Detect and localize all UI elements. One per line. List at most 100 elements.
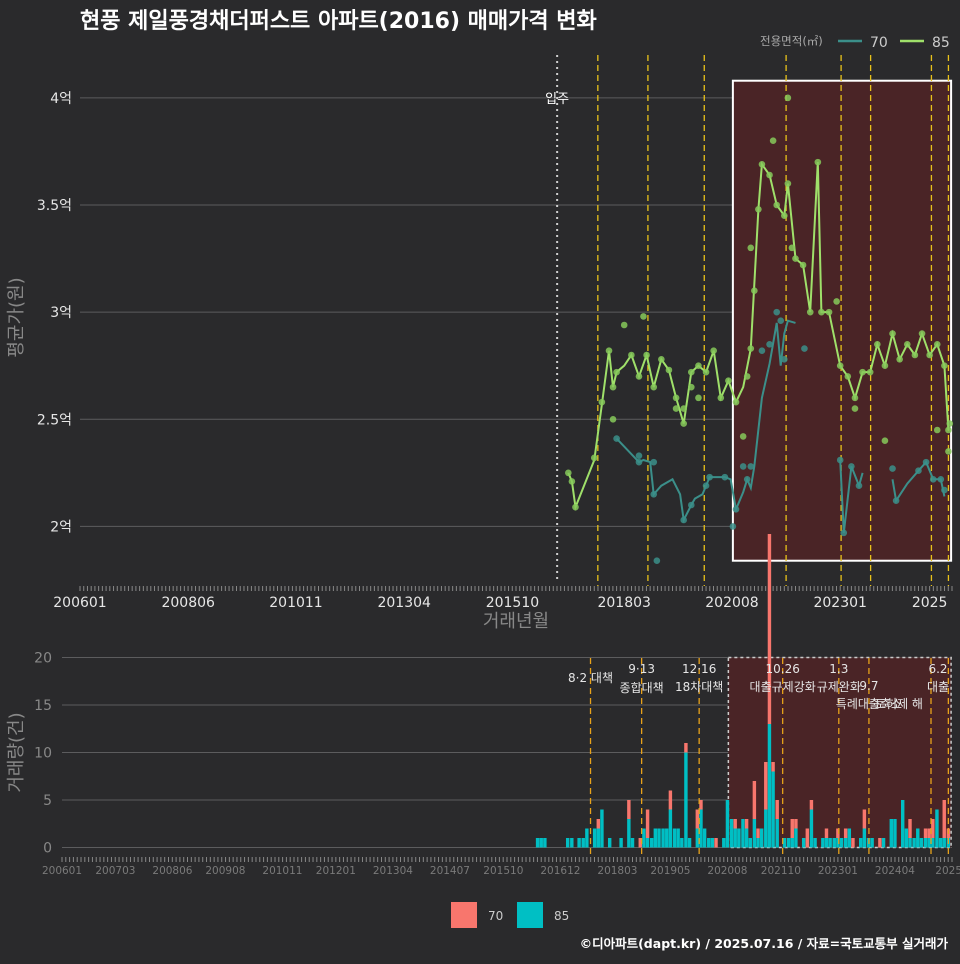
volume-bar-70	[752, 781, 757, 819]
volume-bar-85	[786, 838, 791, 848]
volume-bar-85	[585, 828, 589, 848]
volume-y-tick-label: 5	[43, 793, 52, 809]
series-70-point	[687, 501, 695, 509]
volume-bar-85	[756, 838, 760, 848]
series-70-point	[702, 482, 710, 490]
volume-bar-85	[535, 838, 540, 848]
volume-bar-85	[938, 838, 943, 848]
volume-bar-70	[684, 743, 688, 753]
price-x-tick-label: 202008	[705, 595, 758, 611]
price-x-tick-label: 200601	[53, 595, 106, 611]
volume-bar-70	[908, 819, 912, 838]
volume-bar-85	[900, 800, 905, 848]
volume-bar-85	[733, 828, 737, 848]
volume-bar-85	[737, 828, 741, 848]
volume-bar-85	[725, 800, 730, 848]
series-85-point	[658, 355, 665, 363]
series-85-point	[643, 351, 650, 359]
volume-x-tick-label: 201407	[430, 865, 470, 877]
volume-bar-70	[931, 819, 935, 838]
volume-bar-85	[600, 809, 604, 848]
volume-bar-85	[592, 828, 597, 848]
volume-y-tick-label: 15	[34, 698, 52, 714]
policy-label: 8·2 대책	[568, 670, 613, 685]
series-70-point	[781, 355, 788, 363]
series-85-point	[799, 261, 807, 269]
series-85-point	[933, 426, 941, 434]
move-in-label: 입주	[545, 92, 569, 107]
volume-bar-70	[638, 838, 642, 848]
series-85-point	[598, 398, 606, 406]
volume-bar-85	[931, 838, 935, 848]
volume-bar-85	[839, 838, 844, 848]
volume-bar-85	[790, 838, 794, 848]
series-85-point	[814, 158, 822, 166]
series-85-point	[833, 298, 840, 305]
volume-bar-85	[630, 838, 635, 848]
volume-x-tick-label: 202404	[875, 865, 915, 877]
series-70-line	[615, 319, 796, 524]
volume-x-tick-label: 200908	[205, 865, 245, 877]
series-85-point	[766, 171, 773, 179]
policy-date: 1.3	[829, 662, 848, 676]
volume-bar-85	[828, 838, 832, 848]
volume-bar-85	[836, 838, 840, 848]
volume-x-tick-label: 201510	[483, 865, 523, 877]
volume-bar-85	[539, 838, 543, 848]
series-85-point	[732, 398, 740, 406]
series-85-point	[650, 383, 658, 391]
volume-bar-85	[832, 838, 836, 848]
series-70-point	[937, 475, 945, 483]
volume-bar-85	[661, 828, 665, 848]
series-85-point	[695, 362, 702, 370]
price-legend-title: 전용면적(㎡)	[760, 34, 823, 48]
policy-label: 종합대책	[620, 680, 664, 695]
volume-bar-85	[801, 838, 806, 848]
chart-title: 현풍 제일풍경채더퍼스트 아파트(2016) 매매가격 변화	[80, 9, 597, 34]
volume-bar-85	[565, 838, 570, 848]
series-85-point	[806, 308, 814, 316]
series-85-point	[889, 330, 896, 337]
volume-bar-85	[672, 828, 677, 848]
volume-bar-70	[805, 828, 810, 848]
series-85-point	[874, 340, 881, 348]
series-85-point	[918, 330, 926, 337]
volume-bar-85	[684, 752, 688, 848]
volume-bar-85	[859, 838, 863, 848]
volume-bar-85	[881, 838, 886, 848]
price-legend: 전용면적(㎡) 70 85	[760, 34, 950, 51]
volume-bar-70	[836, 828, 840, 838]
series-85-point	[866, 368, 874, 376]
policy-date: 10.26	[765, 662, 799, 676]
series-85-point	[680, 420, 687, 427]
price-x-tick-label: 201510	[486, 595, 539, 611]
volume-bar-85	[653, 828, 658, 848]
series-85-point	[747, 345, 755, 352]
volume-bar-85	[847, 828, 852, 848]
price-x-tick-label: 201803	[597, 595, 650, 611]
series-70-point	[613, 435, 620, 442]
policy-label: 대출규제강화	[750, 680, 816, 694]
series-85-point	[903, 340, 911, 348]
volume-bar-70	[767, 534, 772, 724]
legend-bar-70-label: 70	[488, 909, 503, 923]
series-85-point	[687, 383, 695, 391]
volume-bar-85	[908, 838, 912, 848]
legend-bar-85-label: 85	[554, 909, 569, 923]
volume-bar-85	[729, 819, 734, 848]
series-70-point	[635, 458, 643, 466]
price-x-tick-label: 200806	[161, 595, 215, 611]
policy-label: 규제완화	[817, 680, 861, 694]
series-85-point	[945, 426, 952, 434]
legend-85-label: 85	[932, 35, 950, 51]
price-chart-panel: 2억 2.5억 3억 3.5억 4억 입주 200601 200806 201011 201304…	[6, 55, 954, 632]
series-70-point	[922, 458, 930, 466]
series-70-point	[836, 456, 844, 464]
price-y-tick-label: 2억	[50, 519, 72, 535]
volume-x-tick-label: 201011	[262, 865, 302, 877]
policy-date: 9·13	[628, 662, 655, 676]
series-85-point	[792, 255, 799, 262]
volume-bar-70	[775, 800, 779, 819]
volume-bar-85	[702, 828, 707, 848]
